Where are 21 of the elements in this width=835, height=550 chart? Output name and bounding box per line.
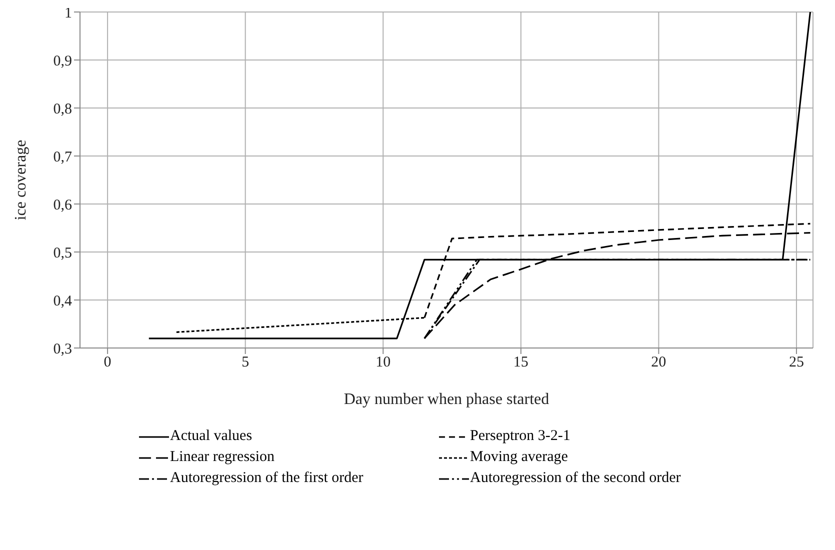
legend-label: Actual values [170,428,252,445]
legend-label: Autoregression of the first order [170,470,364,487]
y-axis-title: ice coverage [12,140,30,220]
x-tick-label: 25 [788,354,804,371]
x-tick-label: 0 [104,354,112,371]
y-tick-label: 0,9 [53,53,72,70]
y-tick-label: 0,3 [53,341,72,358]
legend-label: Linear regression [170,449,275,466]
legend-label: Moving average [470,449,568,466]
y-tick-label: 0,7 [53,149,72,166]
x-tick-label: 10 [376,354,391,371]
y-tick-label: 0,5 [53,245,72,262]
legend-label: Autoregression of the second order [470,470,681,487]
y-tick-label: 0,4 [53,293,72,310]
x-tick-label: 20 [651,354,666,371]
y-tick-label: 0,8 [53,101,72,118]
legend-label: Perseptron 3-2-1 [470,428,570,445]
y-tick-label: 0,6 [53,197,72,214]
x-tick-label: 15 [513,354,528,371]
x-tick-label: 5 [242,354,250,371]
x-axis-title: Day number when phase started [344,391,550,408]
